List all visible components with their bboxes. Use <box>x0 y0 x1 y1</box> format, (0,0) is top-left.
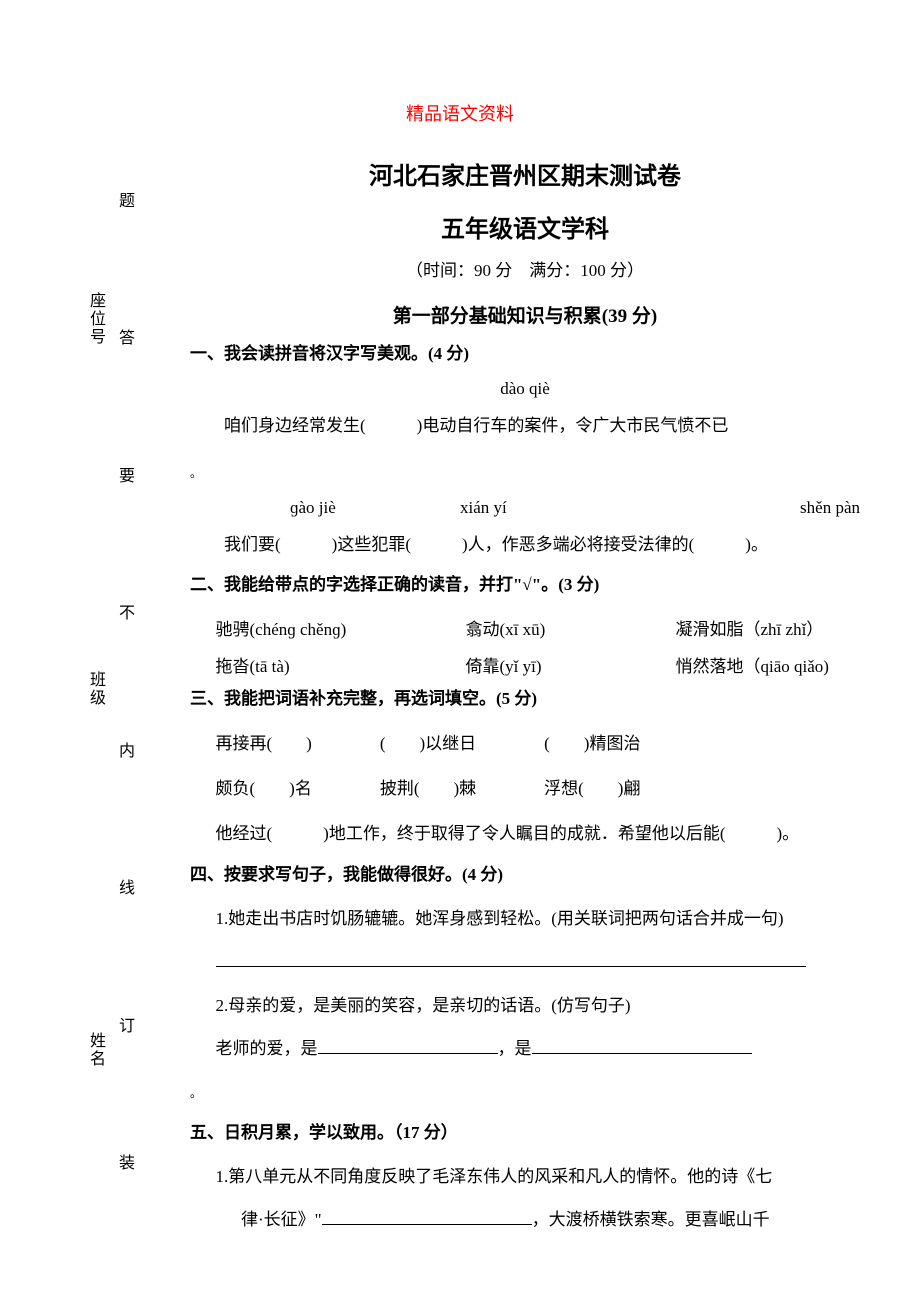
vertical-labels: 座位号 班级 姓名 <box>75 130 115 1230</box>
blank <box>322 1205 532 1225</box>
mchar: 答 <box>119 322 135 350</box>
name-label: 姓名 <box>83 1032 107 1068</box>
blank <box>318 1034 498 1054</box>
q2-1b: 翕动(xī xū) <box>466 611 626 648</box>
binding-margin: 座位号 班级 姓名 题 答 要 不 内 线 订 装 <box>75 130 135 1230</box>
q3-row2: 颇负( )名 披荆( )棘 浮想( )翩 <box>216 770 861 807</box>
q2-row2: 拖沓(tā tà) 倚靠(yǐ yī) 悄然落地（qiāo qiǎo) <box>216 648 861 685</box>
period: 。 <box>190 1086 202 1100</box>
q3-text: 他经过( )地工作，终于取得了令人瞩目的成就．希望他以后能( )。 <box>216 815 861 852</box>
mchar: 线 <box>119 872 135 900</box>
q5-1c: ，大渡桥横铁索寒。更喜岷山千 <box>532 1210 770 1229</box>
mchar: 不 <box>119 597 135 625</box>
q3-row1: 再接再( ) ( )以继日 ( )精图治 <box>216 725 861 762</box>
content-block: 河北石家庄晋州区期末测试卷 五年级语文学科 （时间：90 分 满分：100 分）… <box>190 156 860 1239</box>
q4-item2: 2.母亲的爱，是美丽的笑容，是亲切的话语。(仿写句子) <box>216 987 861 1024</box>
q4-2b: 老师的爱，是 <box>216 1039 318 1058</box>
q2-1a: 驰骋(chénɡ chěnɡ) <box>216 611 416 648</box>
header-red: 精品语文资料 <box>60 100 860 126</box>
q4-head: 四、按要求写句子，我能做得很好。(4 分) <box>190 861 860 888</box>
margin-chars: 题 答 要 不 内 线 订 装 <box>117 130 137 1230</box>
mchar: 装 <box>119 1147 135 1175</box>
mchar: 要 <box>119 460 135 488</box>
q1-head: 一、我会读拼音将汉字写美观。(4 分) <box>190 340 860 367</box>
q1-text1b: 。 <box>190 453 860 490</box>
q4-item1: 1.她走出书店时饥肠辘辘。她浑身感到轻松。(用关联词把两句话合并成一句) <box>216 900 861 937</box>
q2-1c: 凝滑如脂（zhī zhǐ） <box>676 611 824 648</box>
title-sub: 五年级语文学科 <box>190 209 860 244</box>
q5-1b: 律·长征》" <box>241 1210 322 1229</box>
blank-line <box>216 947 806 967</box>
mchar: 内 <box>119 735 135 763</box>
section-title: 第一部分基础知识与积累(39 分) <box>190 301 860 328</box>
q2-2c: 悄然落地（qiāo qiǎo) <box>676 648 829 685</box>
q4-2d: 。 <box>190 1073 860 1110</box>
q4-item2-fill: 老师的爱，是 ，是 <box>216 1030 861 1067</box>
seat-label: 座位号 <box>83 292 107 346</box>
q2-2b: 倚靠(yǐ yī) <box>466 648 626 685</box>
q1-pinyin1: dào qiè <box>190 379 860 399</box>
q2-2a: 拖沓(tā tà) <box>216 648 416 685</box>
q1-text2: 我们要( )这些犯罪( )人，作恶多端必将接受法律的( )。 <box>190 526 860 563</box>
q5-head: 五、日积月累，学以致用。（17 分） <box>190 1119 860 1146</box>
time-info: （时间：90 分 满分：100 分） <box>190 256 860 281</box>
q2-row1: 驰骋(chénɡ chěnɡ) 翕动(xī xū) 凝滑如脂（zhī zhǐ） <box>216 611 861 648</box>
q3-head: 三、我能把词语补充完整，再选词填空。(5 分) <box>190 685 860 712</box>
mchar: 订 <box>119 1010 135 1038</box>
q1-text1: 咱们身边经常发生( )电动自行车的案件，令广大市民气愤不已 <box>190 407 860 444</box>
q2-head: 二、我能给带点的字选择正确的读音，并打"√"。(3 分) <box>190 571 860 598</box>
title-main: 河北石家庄晋州区期末测试卷 <box>190 156 860 191</box>
q5-item1a: 1.第八单元从不同角度反映了毛泽东伟人的风采和凡人的情怀。他的诗《七 <box>216 1158 861 1195</box>
blank <box>532 1034 752 1054</box>
q1-pinyin-row: ɡào jiè xián yí shěn pàn <box>190 498 860 518</box>
pinyin-c: shěn pàn <box>640 498 860 518</box>
pinyin-a: ɡào jiè <box>290 498 460 518</box>
period: 。 <box>190 466 202 480</box>
class-label: 班级 <box>83 671 107 707</box>
q4-blank1 <box>216 943 861 980</box>
pinyin-b: xián yí <box>460 498 640 518</box>
q4-2c: ，是 <box>498 1039 532 1058</box>
mchar: 题 <box>119 185 135 213</box>
q5-item1b-row: 律·长征》" ，大渡桥横铁索寒。更喜岷山千 <box>241 1201 860 1238</box>
